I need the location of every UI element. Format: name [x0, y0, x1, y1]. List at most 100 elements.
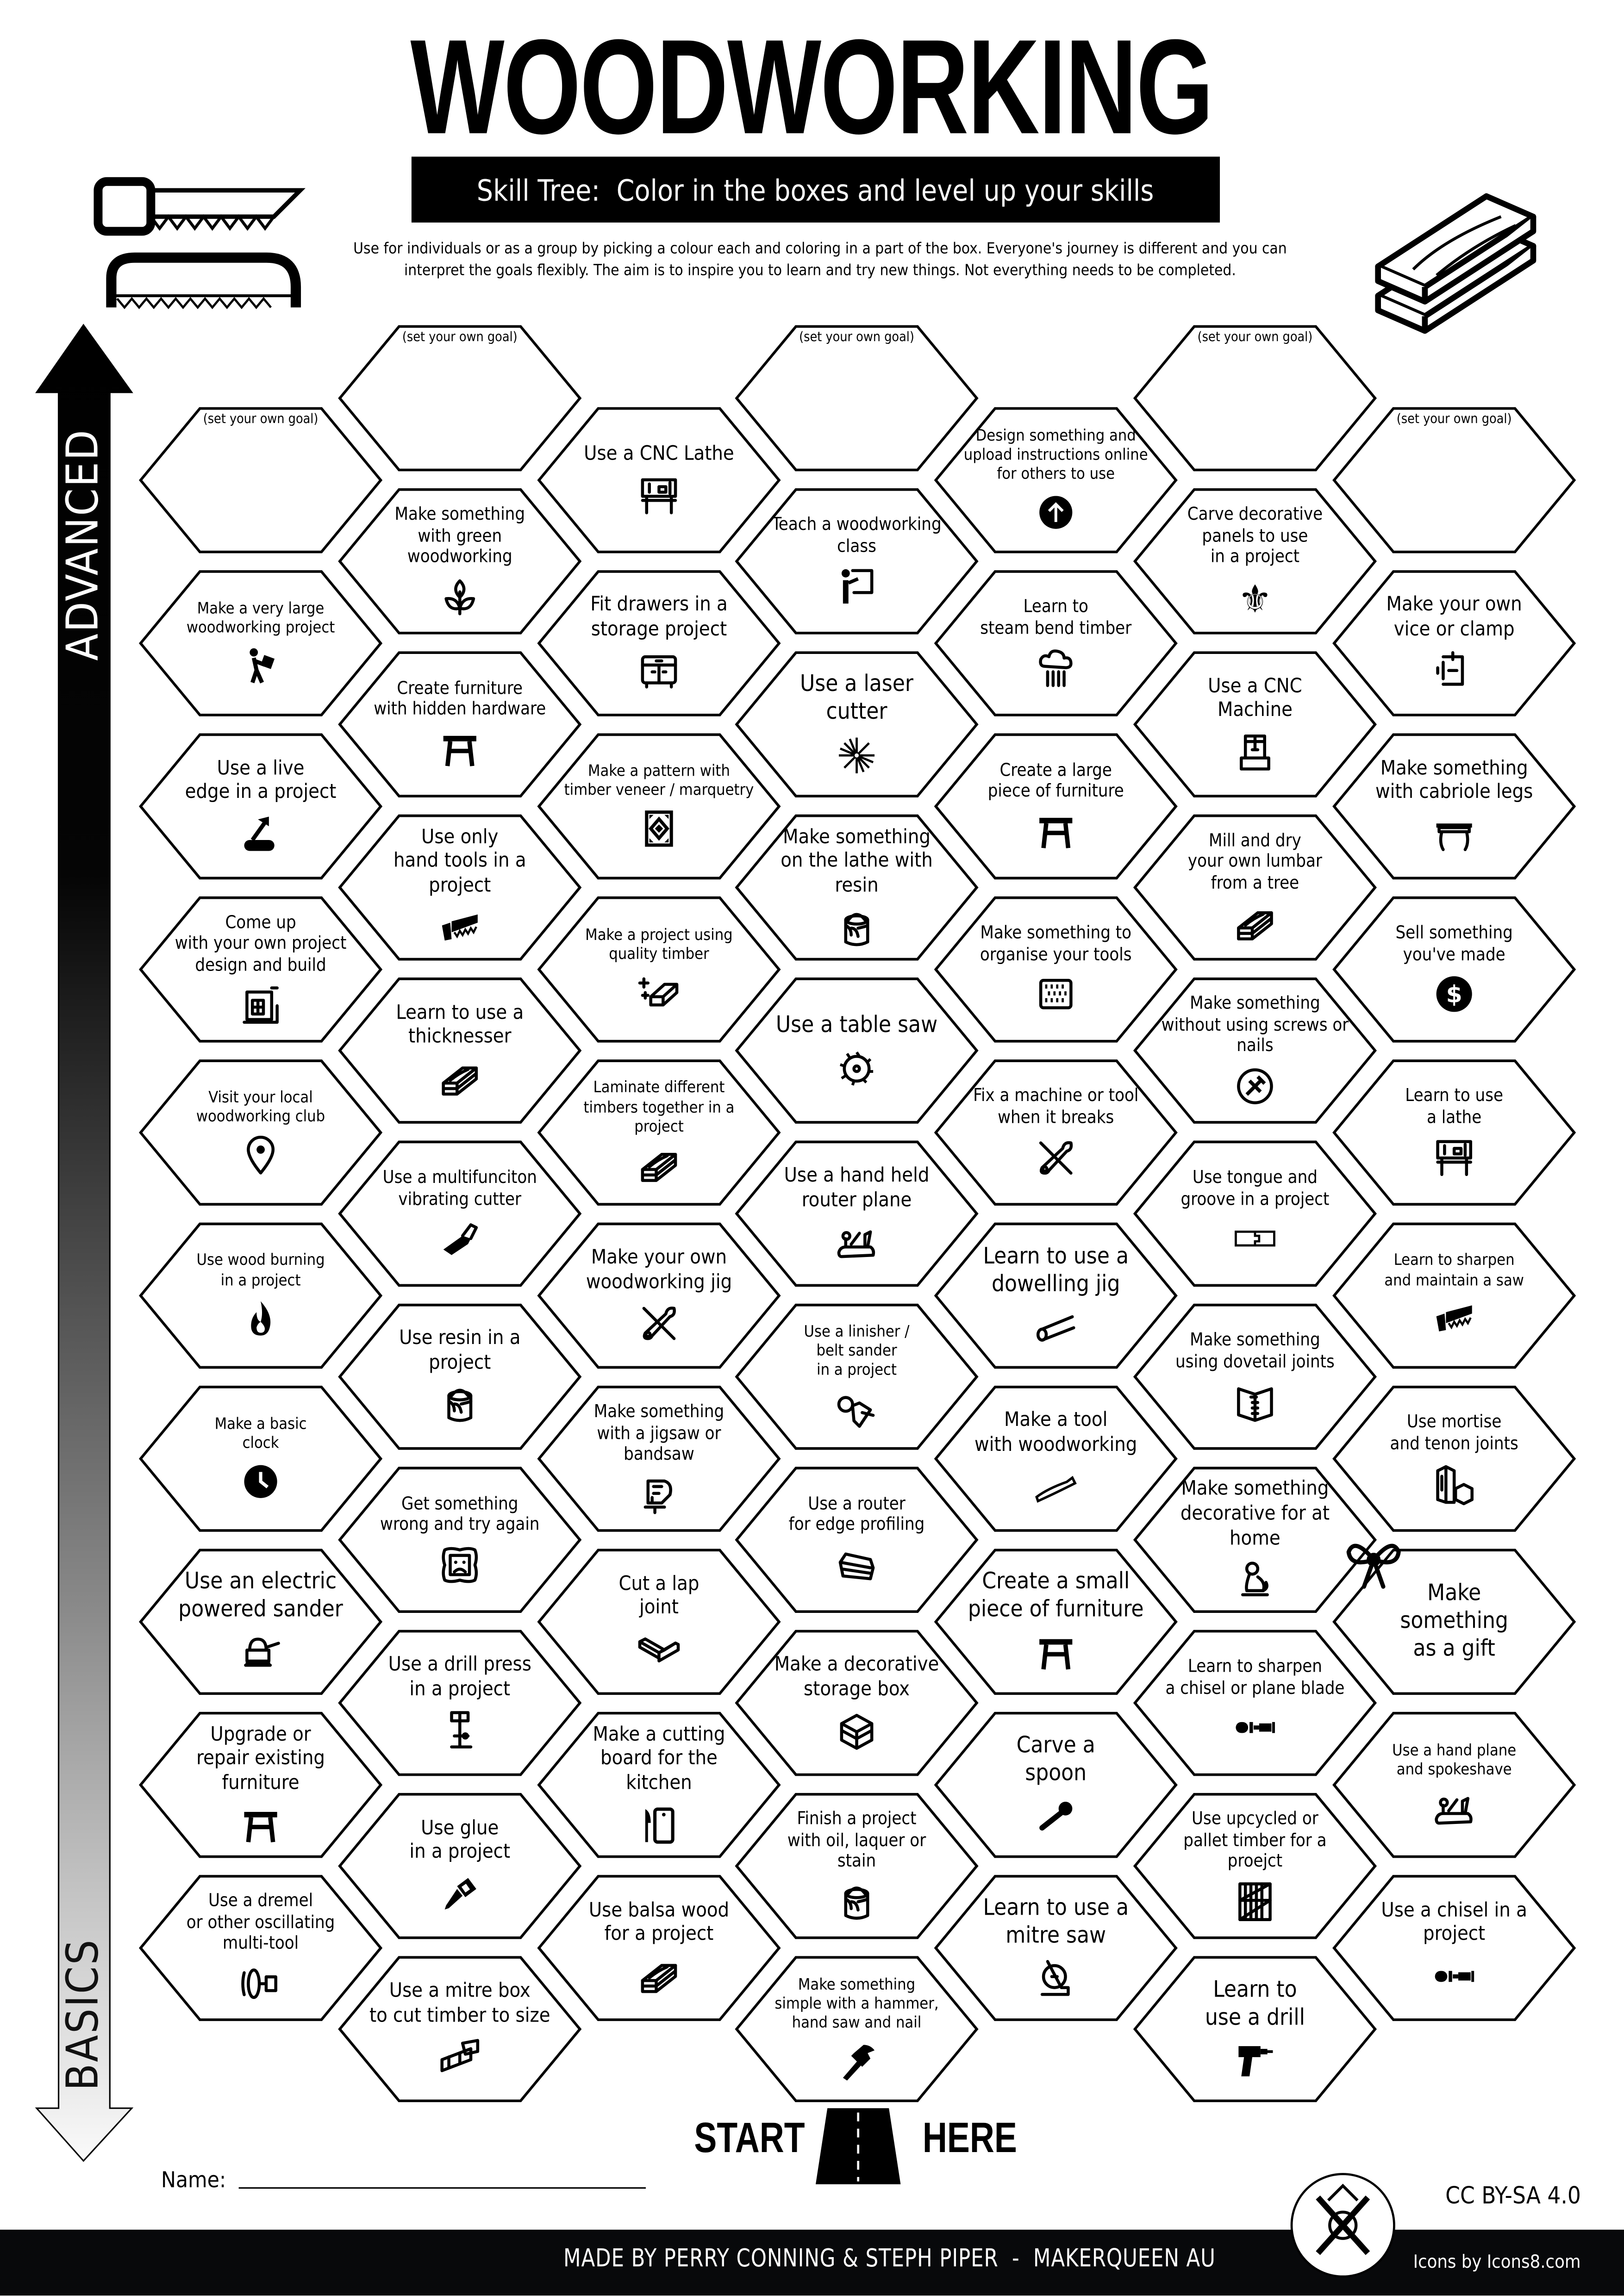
skill-hex-outline[interactable]: [735, 1956, 979, 2103]
skill-hex-outline[interactable]: [537, 1711, 781, 1858]
skill-cell[interactable]: Create a large piece of furniture: [959, 736, 1153, 877]
skill-cell[interactable]: Teach a woodworking class: [760, 491, 954, 632]
skill-cell[interactable]: Make something with a jigsaw or bandsaw: [562, 1388, 756, 1529]
skill-cell[interactable]: Get something wrong and try again: [363, 1469, 556, 1610]
skill-hex-outline[interactable]: [934, 1222, 1178, 1369]
skill-hex-outline[interactable]: [537, 1875, 781, 2021]
skill-hex-outline[interactable]: [735, 1303, 979, 1450]
skill-hex-outline[interactable]: [138, 1549, 383, 1695]
skill-hex-outline[interactable]: [138, 733, 383, 880]
skill-cell[interactable]: Carve decorative panels to use in a proj…: [1158, 491, 1352, 632]
skill-hex-outline[interactable]: [1332, 1549, 1576, 1695]
skill-cell[interactable]: Use wood burning in a project: [164, 1226, 357, 1366]
skill-hex-outline[interactable]: [1133, 1630, 1377, 1776]
skill-hex-outline[interactable]: [338, 1467, 582, 1613]
skill-cell[interactable]: Make your own vice or clamp: [1357, 573, 1551, 714]
skill-cell[interactable]: Use an electric powered sander: [164, 1551, 357, 1692]
skill-cell[interactable]: Laminate different timbers together in a…: [562, 1062, 756, 1203]
skill-cell[interactable]: Use a dremel or other oscillating multi-…: [164, 1878, 357, 2018]
skill-cell[interactable]: Fix a machine or tool when it breaks: [959, 1062, 1153, 1203]
skill-hex-outline[interactable]: [138, 1059, 383, 1206]
skill-hex-outline[interactable]: [338, 1793, 582, 1939]
skill-hex-outline[interactable]: [735, 488, 979, 635]
skill-cell[interactable]: Design something and upload instructions…: [959, 410, 1153, 551]
skill-hex-outline[interactable]: [1332, 1222, 1576, 1369]
skill-cell[interactable]: Make something with cabriole legs: [1357, 736, 1551, 877]
skill-hex-outline[interactable]: [934, 570, 1178, 716]
skill-hex-outline[interactable]: [138, 570, 383, 716]
skill-hex-outline[interactable]: [1332, 1059, 1576, 1206]
skill-cell[interactable]: Use resin in a project: [363, 1307, 556, 1447]
skill-hex-outline[interactable]: [735, 1140, 979, 1287]
skill-cell[interactable]: Learn to use a lathe: [1357, 1062, 1551, 1203]
skill-hex-outline[interactable]: [338, 1630, 582, 1776]
skill-cell[interactable]: Make something simple with a hammer, han…: [760, 1959, 954, 2099]
skill-hex-outline[interactable]: [338, 488, 582, 635]
skill-cell[interactable]: Use a CNC Machine: [1158, 654, 1352, 795]
skill-cell[interactable]: Make something using dovetail joints: [1158, 1307, 1352, 1447]
skill-hex-outline[interactable]: [735, 814, 979, 961]
skill-hex-outline[interactable]: [338, 1303, 582, 1450]
skill-cell[interactable]: Make a project using quality timber: [562, 899, 756, 1040]
skill-cell[interactable]: Use a table saw: [760, 980, 954, 1121]
skill-hex-outline[interactable]: [338, 1956, 582, 2103]
skill-cell[interactable]: Learn to steam bend timber: [959, 573, 1153, 714]
skill-cell[interactable]: Create a small piece of furniture: [959, 1551, 1153, 1692]
skill-hex-outline[interactable]: [934, 896, 1178, 1043]
skill-hex-outline[interactable]: [934, 1711, 1178, 1858]
skill-hex-outline[interactable]: [735, 977, 979, 1124]
skill-hex-outline[interactable]: [1133, 1467, 1377, 1613]
custom-goal-cell[interactable]: (set your own goal): [760, 328, 954, 469]
custom-goal-cell[interactable]: (set your own goal): [1158, 328, 1352, 469]
skill-cell[interactable]: Visit your local woodworking club: [164, 1062, 357, 1203]
skill-cell[interactable]: Use upcycled or pallet timber for a proe…: [1158, 1796, 1352, 1936]
skill-cell[interactable]: Use only hand tools in a project: [363, 817, 556, 958]
skill-cell[interactable]: Use a laser cutter: [760, 654, 954, 795]
custom-goal-cell[interactable]: (set your own goal): [164, 410, 357, 551]
skill-hex-outline[interactable]: [537, 733, 781, 880]
skill-cell[interactable]: Come up with your own project design and…: [164, 899, 357, 1040]
custom-goal-cell[interactable]: (set your own goal): [1357, 410, 1551, 551]
skill-hex-outline[interactable]: [338, 325, 582, 472]
skill-hex-outline[interactable]: [934, 1386, 1178, 1532]
skill-cell[interactable]: Make something without using screws or n…: [1158, 980, 1352, 1121]
skill-hex-outline[interactable]: [1133, 325, 1377, 472]
skill-hex-outline[interactable]: [138, 1386, 383, 1532]
skill-hex-outline[interactable]: [537, 1059, 781, 1206]
skill-cell[interactable]: Use a hand held router plane: [760, 1144, 954, 1284]
skill-hex-outline[interactable]: [138, 1711, 383, 1858]
skill-cell[interactable]: Upgrade or repair existing furniture: [164, 1715, 357, 1855]
skill-cell[interactable]: Finish a project with oil, laquer or sta…: [760, 1796, 954, 1936]
skill-cell[interactable]: Make a pattern with timber veneer / marq…: [562, 736, 756, 877]
skill-hex-outline[interactable]: [1332, 1875, 1576, 2021]
skill-cell[interactable]: Fit drawers in a storage project: [562, 573, 756, 714]
skill-hex-outline[interactable]: [1133, 651, 1377, 798]
skill-hex-outline[interactable]: [338, 1140, 582, 1287]
skill-hex-outline[interactable]: [338, 977, 582, 1124]
skill-cell[interactable]: Learn to use a drill: [1158, 1959, 1352, 2099]
skill-hex-outline[interactable]: [138, 1222, 383, 1369]
skill-cell[interactable]: Use a multifunciton vibrating cutter: [363, 1144, 556, 1284]
skill-hex-outline[interactable]: [537, 1386, 781, 1532]
skill-cell[interactable]: Make a tool with woodworking: [959, 1388, 1153, 1529]
skill-hex-outline[interactable]: [735, 325, 979, 472]
skill-hex-outline[interactable]: [934, 1875, 1178, 2021]
skill-cell[interactable]: Use a live edge in a project: [164, 736, 357, 877]
skill-cell[interactable]: Use a router for edge profiling: [760, 1469, 954, 1610]
skill-hex-outline[interactable]: [138, 1875, 383, 2021]
skill-cell[interactable]: Use tongue and groove in a project: [1158, 1144, 1352, 1284]
skill-cell[interactable]: Learn to use a dowelling jig: [959, 1226, 1153, 1366]
skill-cell[interactable]: Make something as a gift: [1346, 1543, 1551, 1692]
skill-hex-outline[interactable]: [537, 896, 781, 1043]
skill-hex-outline[interactable]: [338, 814, 582, 961]
skill-hex-outline[interactable]: [934, 733, 1178, 880]
skill-cell[interactable]: Learn to use a mitre saw: [959, 1878, 1153, 2018]
skill-hex-outline[interactable]: [1133, 1956, 1377, 2103]
skill-cell[interactable]: Use glue in a project: [363, 1796, 556, 1936]
skill-hex-outline[interactable]: [1133, 814, 1377, 961]
skill-hex-outline[interactable]: [735, 651, 979, 798]
skill-hex-outline[interactable]: [1133, 1793, 1377, 1939]
skill-hex-outline[interactable]: [934, 407, 1178, 554]
skill-hex-outline[interactable]: [1332, 1386, 1576, 1532]
skill-cell[interactable]: Use a linisher / belt sander in a projec…: [760, 1307, 954, 1447]
